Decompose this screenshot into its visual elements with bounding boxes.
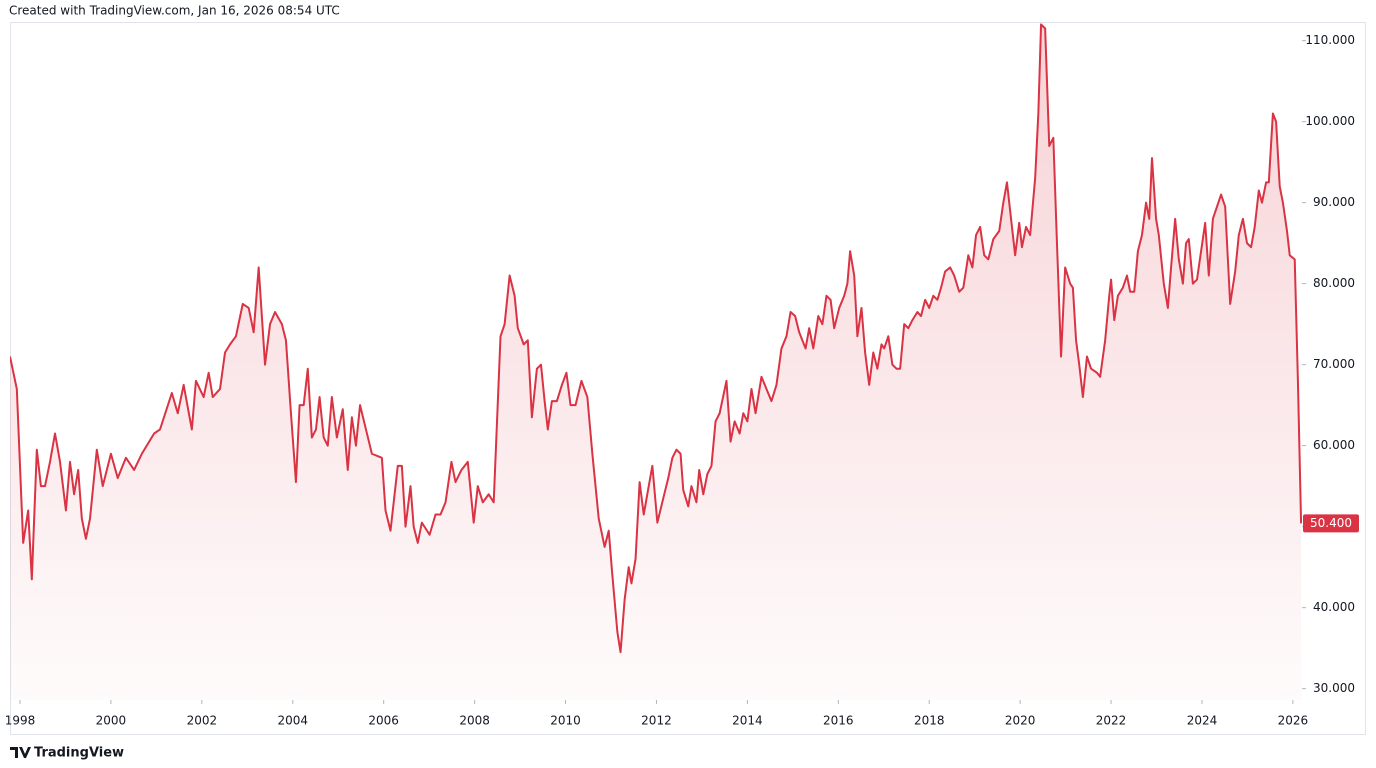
brand-name: TradingView bbox=[34, 746, 124, 761]
brand-logo: TradingView bbox=[10, 746, 124, 761]
x-tick-label: 2018 bbox=[914, 714, 945, 728]
price-badge-label: 50.400 bbox=[1310, 516, 1352, 530]
price-badge bbox=[1303, 514, 1359, 533]
y-tick-label: 110.000 bbox=[1305, 33, 1355, 47]
x-tick-label: 1998 bbox=[5, 714, 36, 728]
x-tick-label: 2014 bbox=[732, 714, 763, 728]
x-tick-label: 2022 bbox=[1096, 714, 1127, 728]
x-tick-label: 2016 bbox=[823, 714, 854, 728]
y-tick-label: 80.000 bbox=[1313, 276, 1355, 290]
x-tick-label: 2024 bbox=[1187, 714, 1218, 728]
y-tick-label: 60.000 bbox=[1313, 438, 1355, 452]
plot-area bbox=[10, 23, 1302, 700]
x-tick-label: 2008 bbox=[459, 714, 490, 728]
x-tick-label: 2012 bbox=[641, 714, 672, 728]
price-line bbox=[10, 23, 1302, 654]
logo-icon bbox=[10, 747, 31, 758]
y-tick-label: 90.000 bbox=[1313, 195, 1355, 209]
axes: 30.00040.00050.00060.00070.00080.00090.0… bbox=[5, 33, 1359, 728]
y-tick-label: 100.000 bbox=[1305, 114, 1355, 128]
x-tick-label: 2020 bbox=[1005, 714, 1036, 728]
x-tick-label: 2002 bbox=[187, 714, 218, 728]
x-tick-label: 2004 bbox=[277, 714, 308, 728]
x-tick-label: 2026 bbox=[1278, 714, 1309, 728]
x-tick-label: 2010 bbox=[550, 714, 581, 728]
area-fill bbox=[10, 24, 1302, 700]
y-tick-label: 70.000 bbox=[1313, 357, 1355, 371]
watermark: Created with TradingView.com, Jan 16, 20… bbox=[9, 4, 340, 18]
y-tick-label: 30.000 bbox=[1313, 681, 1355, 695]
y-tick-label: 40.000 bbox=[1313, 600, 1355, 614]
x-tick-label: 2006 bbox=[368, 714, 399, 728]
x-tick-label: 2000 bbox=[96, 714, 127, 728]
